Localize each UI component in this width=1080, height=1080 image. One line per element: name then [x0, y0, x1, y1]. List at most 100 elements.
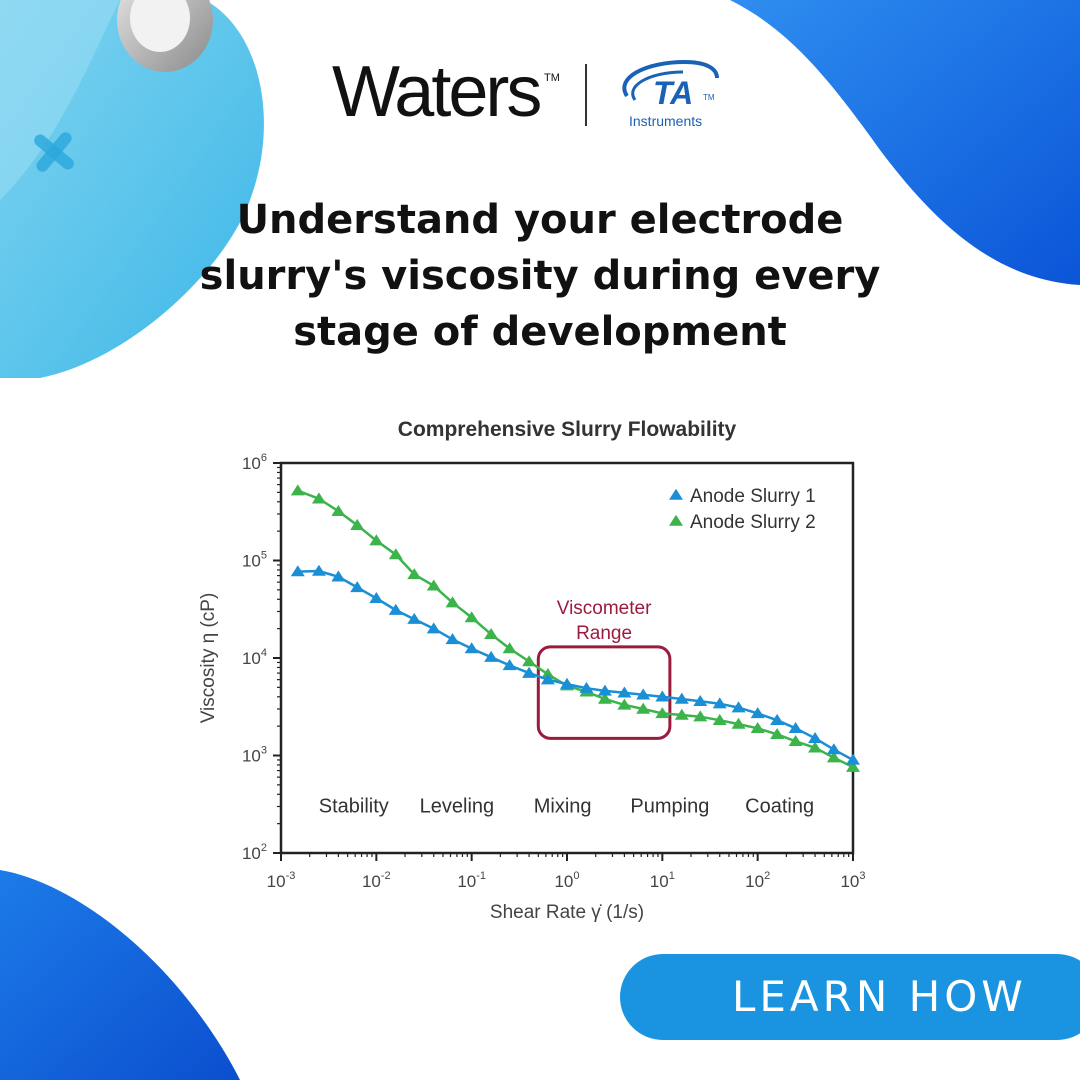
series-1-point	[522, 666, 537, 678]
series-1-point	[290, 565, 305, 577]
series-1-point	[540, 673, 555, 685]
ta-instruments-logo: TA TM Instruments	[622, 59, 719, 129]
legend-marker-2	[669, 514, 683, 526]
x-tick-exponent: -2	[381, 870, 391, 882]
series-2-point	[522, 655, 537, 667]
waters-trademark: TM	[544, 72, 560, 84]
ta-logo-subtext: Instruments	[629, 113, 702, 129]
y-tick-base: 10	[242, 747, 261, 766]
legend-label-2: Anode Slurry 2	[690, 512, 816, 533]
series-1-point	[808, 732, 823, 744]
series-2-point	[502, 642, 517, 654]
series-2-point	[808, 741, 823, 753]
x-tick-label: 102	[745, 870, 770, 891]
x-tick-exponent: 1	[669, 870, 675, 882]
series-1-point	[846, 753, 860, 765]
x-tick-base: 10	[554, 872, 573, 891]
series-2-point	[311, 492, 326, 504]
legend-label-1: Anode Slurry 1	[690, 486, 816, 507]
logo-row: Waters TM TA TM Instruments	[0, 52, 1080, 132]
series-2-point	[617, 698, 632, 710]
y-tick-exponent: 3	[261, 745, 267, 757]
series-1-point	[693, 694, 708, 706]
series-1-point	[560, 677, 574, 689]
stage-label-coating: Coating	[745, 795, 814, 817]
x-tick-base: 10	[840, 872, 859, 891]
series-2-point	[464, 611, 479, 623]
series-1-point	[350, 581, 365, 593]
series-1-point	[311, 564, 326, 576]
series-2-point	[846, 760, 860, 772]
series-1-point	[464, 642, 479, 654]
series-1-point	[636, 688, 651, 700]
x-tick-label: 100	[554, 870, 579, 891]
y-tick-label: 106	[242, 452, 267, 473]
viscometer-range-box	[536, 645, 672, 740]
y-tick-label: 103	[242, 745, 267, 766]
minus-plus-icon	[34, 132, 74, 172]
series-2-point	[636, 702, 651, 714]
y-tick-base: 10	[242, 552, 261, 571]
viscometer-range-label: Range	[576, 623, 632, 644]
x-tick-base: 10	[267, 872, 286, 891]
y-tick-base: 10	[242, 844, 261, 863]
x-axis-label: Shear Rate γ̇ (1/s)	[490, 902, 644, 923]
x-tick-exponent: -3	[286, 870, 296, 882]
stage-label-pumping: Pumping	[630, 795, 709, 817]
series-2-point	[331, 504, 346, 516]
x-tick-exponent: 0	[573, 870, 579, 882]
series-1-point	[655, 690, 670, 702]
series-2-point	[674, 708, 689, 720]
x-tick-base: 10	[457, 872, 476, 891]
series-2-point	[388, 548, 403, 560]
series-1-point	[674, 692, 689, 704]
x-tick-base: 10	[650, 872, 669, 891]
headline-line-2: slurry's viscosity during every	[199, 253, 881, 299]
series-1-point	[445, 633, 460, 645]
x-tick-label: 103	[840, 870, 865, 891]
y-tick-label: 102	[242, 842, 267, 863]
series-1-point	[407, 612, 422, 624]
series-1-point	[712, 697, 727, 709]
series-1-point	[770, 713, 785, 725]
x-tick-label: 10-2	[362, 870, 391, 891]
x-tick-exponent: 2	[764, 870, 770, 882]
headline-line-3: stage of development	[293, 309, 787, 355]
series-1-point	[826, 743, 841, 755]
x-tick-exponent: 3	[859, 870, 865, 882]
series-2-point	[369, 534, 384, 546]
series-1-point	[731, 701, 746, 713]
series-1-point	[750, 707, 765, 719]
learn-how-button[interactable]: LEARN HOW	[620, 954, 1080, 1040]
waters-logo: Waters	[332, 52, 542, 132]
x-tick-label: 10-3	[267, 870, 296, 891]
series-1-point	[426, 622, 441, 634]
corner-blob-top-right	[730, 0, 1080, 285]
series-2-point	[788, 734, 803, 746]
series-2-point	[655, 707, 670, 719]
series-2-point	[597, 692, 612, 704]
series-1-point	[484, 650, 499, 662]
series-2-point	[693, 710, 708, 722]
stage-label-mixing: Mixing	[534, 795, 592, 817]
headline: Understand your electrode slurry's visco…	[140, 192, 940, 360]
series-2-point	[407, 568, 422, 580]
ta-logo-text: TA	[653, 75, 693, 111]
series-2-point	[290, 484, 305, 496]
series-1-point	[579, 681, 594, 693]
x-tick-label: 10-1	[457, 870, 486, 891]
series-2-point	[826, 751, 841, 763]
series-2-point	[750, 722, 765, 734]
corner-blob-bottom-left	[0, 870, 240, 1080]
y-tick-exponent: 5	[261, 550, 267, 562]
y-tick-base: 10	[242, 454, 261, 473]
ta-logo-trademark: TM	[703, 93, 715, 102]
y-tick-base: 10	[242, 649, 261, 668]
series-2-point	[350, 518, 365, 530]
x-tick-exponent: -1	[476, 870, 486, 882]
logo-divider	[585, 64, 587, 126]
battery-illustration	[0, 0, 264, 378]
viscometer-range-label: Viscometer	[557, 598, 652, 619]
